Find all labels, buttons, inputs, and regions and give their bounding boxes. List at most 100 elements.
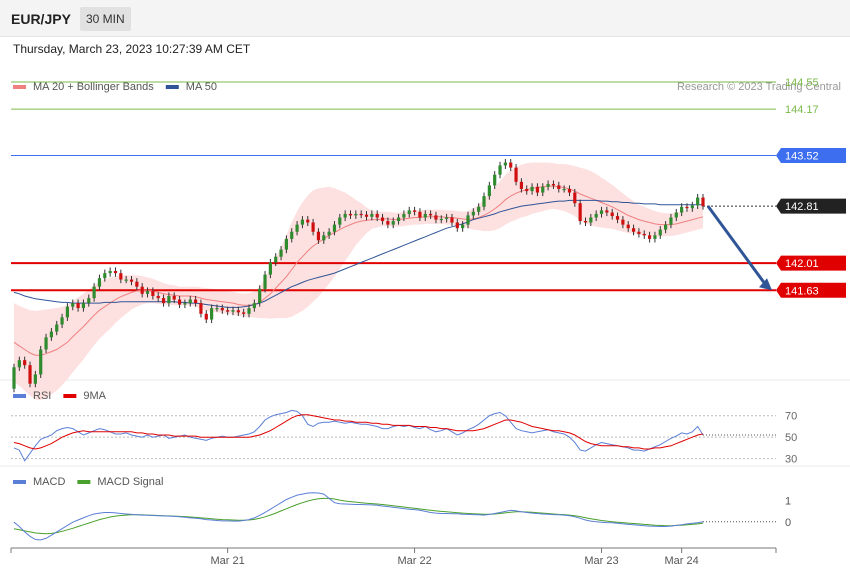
x-tick-label: Mar 21 [211,555,245,567]
candle-body [551,183,556,186]
candle-body [621,219,625,225]
timeframe-button[interactable]: 30 MIN [80,7,131,31]
candle-body [429,213,433,216]
candle-body [605,210,609,213]
candle-body [370,213,374,217]
candle-body [364,214,369,217]
candle-body [199,303,203,314]
candle-body [541,186,545,193]
candle-body [653,235,657,239]
candle-body [151,290,155,296]
candle-body [300,219,305,225]
candle-body [332,224,337,232]
candle-body [39,349,43,375]
candle-body [701,197,705,207]
candle-body [471,211,475,216]
candle-body [322,235,326,241]
credit-text: Research © 2023 Trading Central [677,81,841,93]
candle-body [493,174,497,186]
candle-body [188,299,192,304]
candle-body [306,219,310,223]
candle-body [450,217,454,223]
candle-body [55,324,59,332]
candle-body [23,360,27,366]
candle-body [12,367,16,389]
candle-body [97,278,102,287]
price-label-box [776,198,846,214]
candle-body [316,231,321,241]
candle-body [268,262,272,275]
candle-body [247,308,251,314]
legend-swatch [63,394,77,398]
candle-body [445,217,449,219]
price-label-box [776,147,846,163]
candle-body [348,213,353,216]
candle-body [380,217,385,222]
candle-body [509,162,513,168]
candle-body [391,221,395,225]
candle-body [626,224,630,229]
legend-swatch [13,394,26,398]
candle-body [210,308,214,320]
legend-swatch [165,85,179,89]
candle-body [220,308,224,311]
candle-body [145,290,150,294]
candle-body [252,303,256,309]
symbol-title: EUR/JPY [11,11,71,27]
candle-body [535,186,540,193]
candle-body [375,213,379,218]
candle-body [172,295,176,300]
legend-swatch [13,85,26,89]
candle-body [81,303,86,309]
candle-body [482,196,486,207]
legend-label: MA 20 + Bollinger Bands [33,81,154,93]
x-tick-label: Mar 23 [584,555,618,567]
candle-body [461,224,465,229]
price-label-box [776,282,846,298]
candle-body [631,228,636,232]
candle-body [274,256,278,263]
candle-body [466,215,470,225]
candle-body [599,210,604,214]
candle-body [567,188,572,193]
candle-body [204,313,208,320]
candle-body [135,281,139,287]
candle-body [498,165,502,175]
macd-line [13,492,704,541]
candle-body [65,306,70,318]
candle-body [161,298,166,304]
candle-body [359,213,363,216]
candle-body [647,235,652,239]
candle-body [503,162,507,166]
candle-body [407,210,411,214]
x-tick-label: Mar 24 [665,555,699,567]
forecast-arrowhead [759,278,772,291]
legend-label: 9MA [83,390,106,402]
candle-body [295,224,299,232]
candle-body [60,317,64,325]
macd-tick-label: 1 [785,496,791,508]
forecast-arrow [706,205,768,287]
candle-body [658,229,662,236]
candle-body [439,218,443,221]
bollinger-band [14,162,703,401]
price-level-label: 141.63 [785,285,819,297]
candle-body [573,192,577,204]
legend-label: MACD Signal [97,476,163,488]
candle-body [402,213,406,218]
candle-body [664,224,668,230]
candle-body [514,167,518,182]
price-level-label: 143.52 [785,150,819,162]
candle-body [674,212,678,218]
ma50-line [13,199,703,308]
candle-body [119,273,123,280]
candle-body [193,299,198,304]
candle-body [108,271,112,274]
candle-body [412,210,417,212]
rsi-tick-label: 70 [785,411,797,423]
candle-body [669,217,673,225]
candle-body [215,308,219,310]
chart-toolbar: EUR/JPY 30 MIN [0,0,850,37]
chart-datetime: Thursday, March 23, 2023 10:27:39 AM CET [13,42,251,56]
